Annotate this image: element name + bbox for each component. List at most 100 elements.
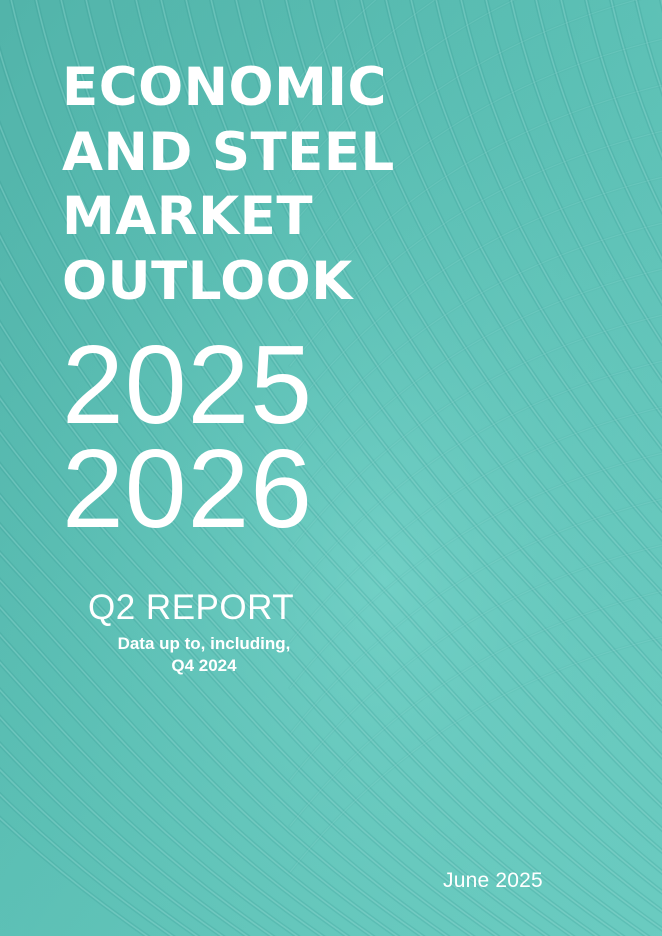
rib-line <box>335 0 662 568</box>
rib-line <box>0 0 540 936</box>
rib-line <box>183 0 662 734</box>
rib-line <box>485 0 662 382</box>
rib-line <box>258 0 662 652</box>
title-line-and-steel: AND STEEL <box>62 121 395 183</box>
rib-line <box>308 0 662 597</box>
rib-line <box>288 313 662 552</box>
rib-line <box>0 817 149 936</box>
rib-line <box>0 0 615 936</box>
rib-line <box>288 37 662 276</box>
rib-line <box>289 590 662 827</box>
data-note-line-2: Q4 2024 <box>171 656 237 675</box>
rib-line <box>289 314 662 551</box>
rib-line <box>0 714 251 936</box>
rib-line <box>208 0 662 707</box>
rib-line <box>288 83 662 322</box>
rib-line <box>158 0 662 760</box>
rib-line <box>385 0 662 512</box>
rib-line <box>0 0 590 936</box>
rib-line <box>0 766 201 936</box>
rib-line <box>0 742 224 936</box>
title-block: ECONOMIC AND STEEL MARKET OUTLOOK <box>62 56 502 314</box>
rib-line <box>360 0 662 540</box>
rib-line <box>288 221 662 460</box>
rib-line <box>0 0 465 936</box>
rib-line <box>0 0 565 936</box>
rib-line <box>210 0 662 705</box>
rib-line <box>408 0 662 484</box>
rib-line <box>533 0 662 307</box>
rib-line <box>133 0 662 786</box>
rib-line <box>410 0 662 481</box>
rib-line <box>288 129 662 368</box>
rib-line <box>289 406 662 643</box>
rib-line <box>0 815 151 936</box>
rib-line <box>0 0 390 936</box>
rib-line <box>288 451 662 690</box>
rib-line <box>288 359 662 598</box>
rib-line <box>0 633 324 936</box>
rib-line <box>108 0 662 810</box>
rib-line <box>0 716 249 936</box>
rib-line <box>288 589 662 828</box>
rib-line <box>289 360 662 597</box>
rib-line <box>435 0 662 450</box>
rib-line <box>289 176 662 413</box>
title-line-outlook: OUTLOOK <box>62 250 353 312</box>
rib-line <box>333 0 662 570</box>
rib-line <box>0 0 340 936</box>
rib-line <box>83 0 662 833</box>
rib-line <box>383 0 662 514</box>
rib-line <box>60 0 662 853</box>
rib-line <box>33 0 662 876</box>
rib-line <box>35 0 662 874</box>
data-note: Data up to, including, Q4 2024 <box>84 633 324 677</box>
rib-line <box>0 579 374 936</box>
rib-line <box>433 0 662 452</box>
report-title: Q2 REPORT <box>88 588 295 627</box>
rib-line <box>289 498 662 735</box>
rib-line <box>288 405 662 644</box>
rib-line <box>289 130 662 367</box>
rib-line <box>8 0 662 895</box>
rib-line <box>0 431 499 936</box>
rib-line <box>535 0 662 304</box>
rib-line <box>289 636 662 873</box>
rib-line <box>310 0 662 595</box>
rib-line <box>289 452 662 689</box>
data-note-line-1: Data up to, including, <box>117 634 291 653</box>
rib-line <box>288 497 662 736</box>
rib-line <box>260 0 662 650</box>
year-block: 2025 2026 <box>62 330 313 545</box>
rib-line <box>58 0 662 855</box>
rib-line <box>289 0 436 137</box>
rib-line <box>288 0 643 230</box>
rib-line <box>0 463 474 936</box>
rib-line <box>289 0 515 183</box>
rib-line <box>288 543 662 782</box>
rib-line <box>233 0 662 680</box>
rib-line <box>0 740 226 936</box>
rib-line <box>289 38 662 275</box>
rib-line <box>358 0 662 543</box>
rib-line <box>0 523 424 936</box>
rib-line <box>558 0 662 264</box>
rib-line <box>0 0 440 936</box>
rib-line <box>583 0 662 216</box>
rib-line <box>585 0 662 213</box>
rib-line <box>508 0 662 347</box>
rib-line <box>288 175 662 414</box>
rib-line <box>135 0 662 784</box>
rib-line <box>0 551 399 936</box>
title-line-economic: ECONOMIC <box>62 57 387 118</box>
rib-line <box>288 635 662 874</box>
rib-line <box>289 84 662 321</box>
rib-line <box>0 768 199 936</box>
rib-line <box>288 267 662 506</box>
rib-line <box>0 280 599 936</box>
